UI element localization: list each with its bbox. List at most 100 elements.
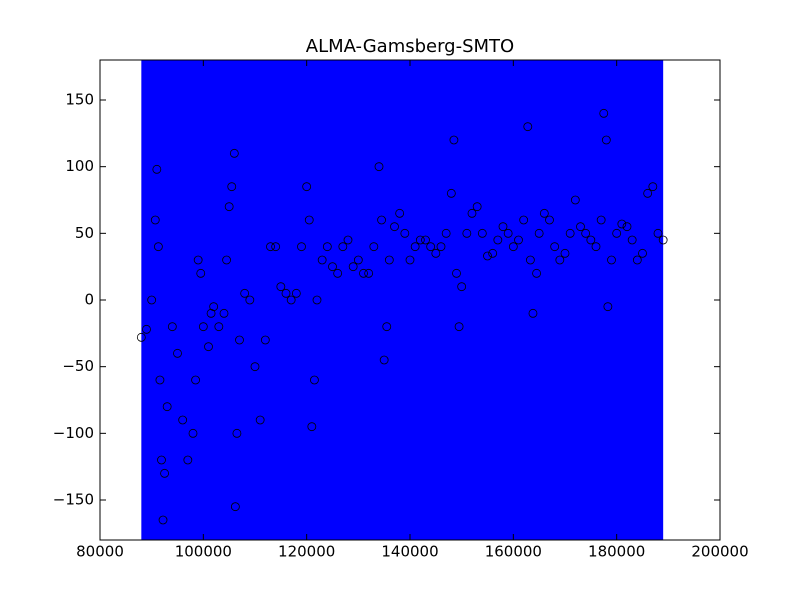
point <box>454 322 464 332</box>
point <box>421 235 430 245</box>
point <box>390 222 399 232</box>
point <box>627 235 637 245</box>
point <box>338 242 348 252</box>
point <box>136 332 146 342</box>
point <box>550 242 560 252</box>
point <box>240 288 250 298</box>
point <box>328 262 337 272</box>
point <box>266 242 275 252</box>
point <box>245 295 255 305</box>
point <box>317 255 327 265</box>
point <box>232 428 242 438</box>
y-tick-label: −100 <box>53 424 94 442</box>
point <box>643 188 653 198</box>
point <box>384 255 394 265</box>
point <box>255 415 265 425</box>
point <box>160 468 169 478</box>
point <box>514 235 523 245</box>
point <box>359 268 368 278</box>
point <box>235 335 244 345</box>
point <box>291 288 301 298</box>
point <box>271 242 281 252</box>
point <box>601 135 611 145</box>
point <box>230 502 240 512</box>
point <box>196 268 206 278</box>
point <box>508 242 518 252</box>
point <box>209 302 219 312</box>
y-tick-label: 0 <box>84 291 94 309</box>
point <box>222 255 231 265</box>
point <box>483 251 492 261</box>
point <box>400 228 410 238</box>
point <box>653 228 663 238</box>
y-tick-label: −150 <box>53 491 94 509</box>
point <box>658 235 668 245</box>
point <box>488 248 498 258</box>
point <box>153 242 163 252</box>
x-tick-label: 80000 <box>76 543 124 561</box>
point <box>286 295 296 305</box>
y-tick-label: 50 <box>75 224 94 242</box>
point <box>452 268 461 278</box>
point <box>534 228 544 238</box>
point <box>612 228 622 238</box>
point <box>276 282 286 292</box>
point <box>260 335 270 345</box>
x-tick-label: 180000 <box>588 543 645 561</box>
point <box>152 164 162 174</box>
point <box>191 375 200 385</box>
point <box>302 182 312 192</box>
point <box>307 422 317 432</box>
point <box>369 242 379 252</box>
point <box>343 235 353 245</box>
point <box>178 415 188 425</box>
point <box>431 248 441 258</box>
point <box>638 248 647 258</box>
point <box>503 228 513 238</box>
x-tick-label: 140000 <box>381 543 438 561</box>
point <box>167 322 177 332</box>
point <box>204 342 213 352</box>
chart-title: ALMA-Gamsberg-SMTO <box>306 36 514 57</box>
point <box>576 222 585 232</box>
point <box>462 228 472 238</box>
point <box>374 162 384 172</box>
point <box>322 242 332 252</box>
point <box>214 322 224 332</box>
point <box>158 515 168 525</box>
point <box>457 282 467 292</box>
point <box>173 348 182 358</box>
point <box>498 222 508 232</box>
point <box>364 268 374 278</box>
y-tick-label: 150 <box>65 91 94 109</box>
point <box>382 322 392 332</box>
point <box>405 255 415 265</box>
point <box>297 242 306 252</box>
point <box>227 182 237 192</box>
point <box>281 288 291 298</box>
point <box>395 208 405 218</box>
point <box>206 308 216 318</box>
point <box>648 182 658 192</box>
point <box>493 235 503 245</box>
point <box>599 108 609 118</box>
point <box>581 228 591 238</box>
point <box>312 295 322 305</box>
point <box>591 242 601 252</box>
point <box>193 255 203 265</box>
point <box>532 268 541 278</box>
point <box>142 324 151 334</box>
point <box>570 195 580 205</box>
point <box>183 455 193 465</box>
point <box>436 242 446 252</box>
point <box>155 375 165 385</box>
span <box>141 60 664 540</box>
point <box>603 302 613 312</box>
x-tick-label: 160000 <box>485 543 542 561</box>
point <box>162 402 172 412</box>
point <box>250 362 260 372</box>
point <box>528 308 538 318</box>
point <box>449 135 459 145</box>
x-tick-label: 100000 <box>175 543 232 561</box>
y-tick-label: 100 <box>65 157 94 175</box>
